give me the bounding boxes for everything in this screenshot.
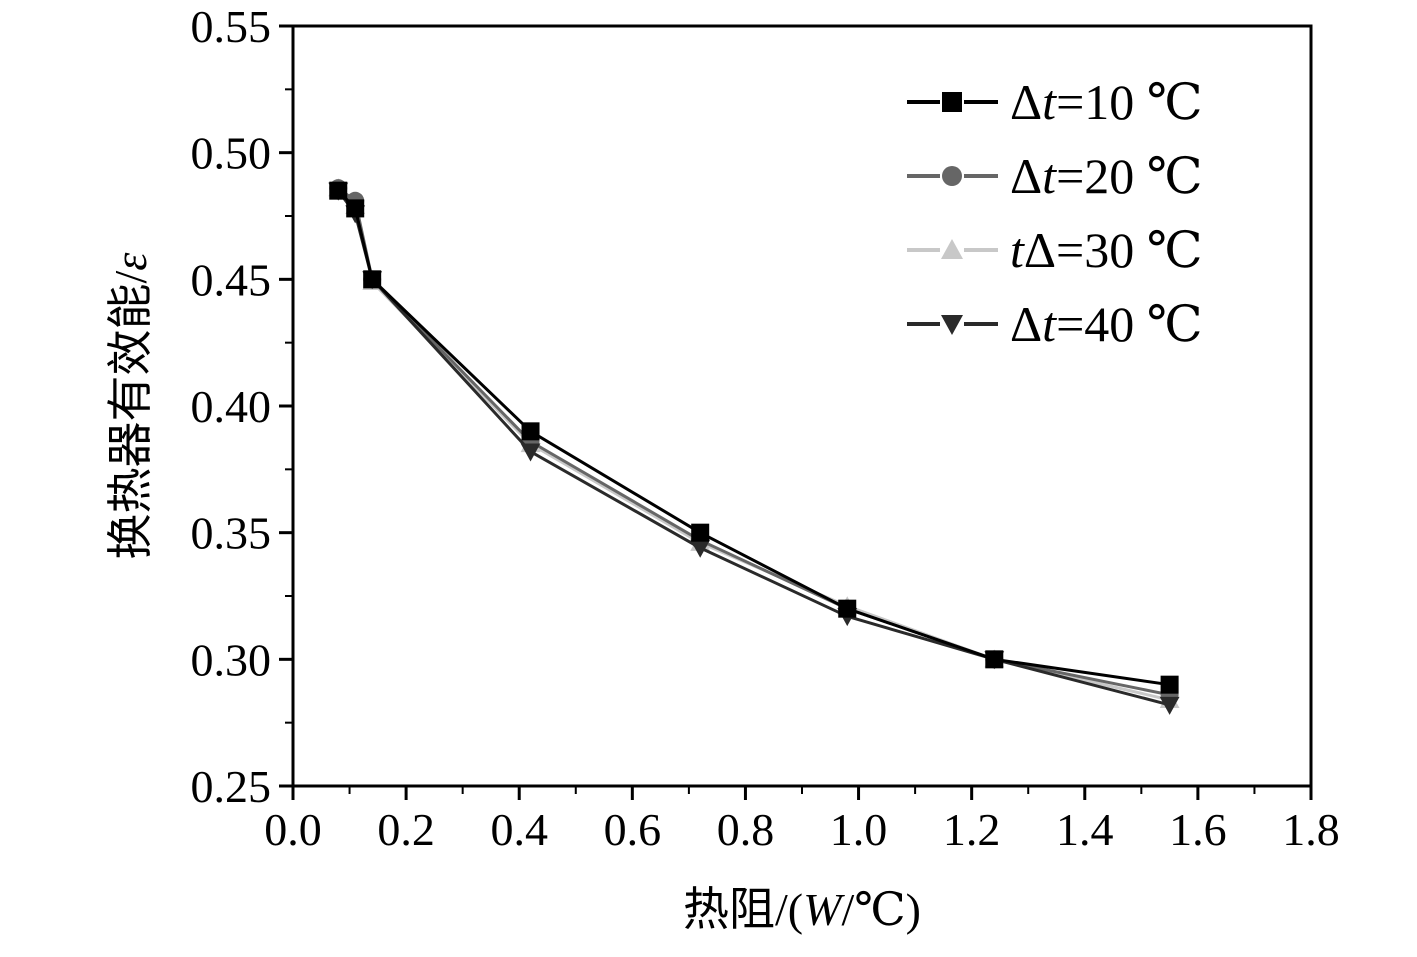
x-axis-title-var: W [803,884,845,935]
y-tick-label: 0.45 [191,254,272,305]
y-tick-label: 0.50 [191,128,272,179]
x-axis-title-post: /℃) [841,884,921,935]
legend-label-rest: =10 ℃ [1056,74,1203,130]
legend-label-prefix: Δ [1010,74,1042,130]
legend-label-var: t [1042,74,1057,130]
legend-label-var: t [1010,222,1025,278]
y-tick-label: 0.55 [191,1,272,52]
data-point [1160,675,1179,694]
data-point [520,443,541,462]
x-tick-label: 0.0 [264,804,322,855]
y-tick-label: 0.40 [191,381,272,432]
x-tick-label: 0.8 [717,804,775,855]
legend-marker [941,239,963,259]
legend-label: tΔ=30 ℃ [1010,222,1203,278]
legend-label-prefix: Δ [1010,148,1042,204]
legend-label: Δt=40 ℃ [1010,296,1203,352]
data-point [690,539,711,558]
x-tick-label: 1.0 [830,804,888,855]
legend-label-var: t [1042,296,1057,352]
y-axis-title: 换热器有效能/ε [105,252,156,560]
y-axis-title-var: ε [105,252,156,271]
x-axis-title: 热阻/(W/℃) [683,884,921,935]
x-tick-label: 1.8 [1282,804,1340,855]
y-tick-label: 0.30 [191,634,272,685]
data-point [363,270,382,289]
plot-frame [291,24,1313,788]
legend: Δt=10 ℃Δt=20 ℃tΔ=30 ℃Δt=40 ℃ [907,74,1203,352]
series-1 [329,181,1179,694]
legend-label-rest: =20 ℃ [1056,148,1203,204]
legend-marker [942,166,962,186]
legend-item: Δt=40 ℃ [907,296,1203,352]
y-axis-title-pre: 换热器有效能/ [105,270,156,559]
data-point [691,523,710,542]
x-tick-label: 0.2 [377,804,435,855]
x-axis-title-pre: 热阻/( [683,884,803,935]
legend-label: Δt=20 ℃ [1010,148,1203,204]
legend-marker [941,315,963,335]
data-point [329,181,348,200]
legend-item: Δt=10 ℃ [907,74,1203,130]
x-tick-label: 1.6 [1169,804,1227,855]
legend-item: tΔ=30 ℃ [907,222,1203,278]
x-tick-label: 1.4 [1056,804,1114,855]
data-point [1159,696,1180,715]
x-tick-label: 0.6 [604,804,662,855]
data-point [346,199,365,218]
legend-label: Δt=10 ℃ [1010,74,1203,130]
legend-label-rest: =40 ℃ [1056,296,1203,352]
data-point [521,422,540,441]
data-point [985,650,1004,669]
series-line [337,189,1170,687]
y-tick-label: 0.25 [191,761,272,812]
legend-label-var: t [1042,148,1057,204]
plot-axes: 0.0 0.2 0.4 0.6 0.8 1.0 1.2 1.4 1.6 1.8 0.25 0.30 0.… [191,1,1340,855]
legend-item: Δt=20 ℃ [907,148,1203,204]
legend-label-rest: Δ=30 ℃ [1024,222,1203,278]
y-tick-label: 0.35 [191,508,272,559]
legend-label-prefix: Δ [1010,296,1042,352]
data-point [838,599,857,618]
x-tick-label: 1.2 [943,804,1001,855]
x-tick-label: 0.4 [490,804,548,855]
legend-marker [942,92,962,112]
plot-series [328,178,1180,715]
